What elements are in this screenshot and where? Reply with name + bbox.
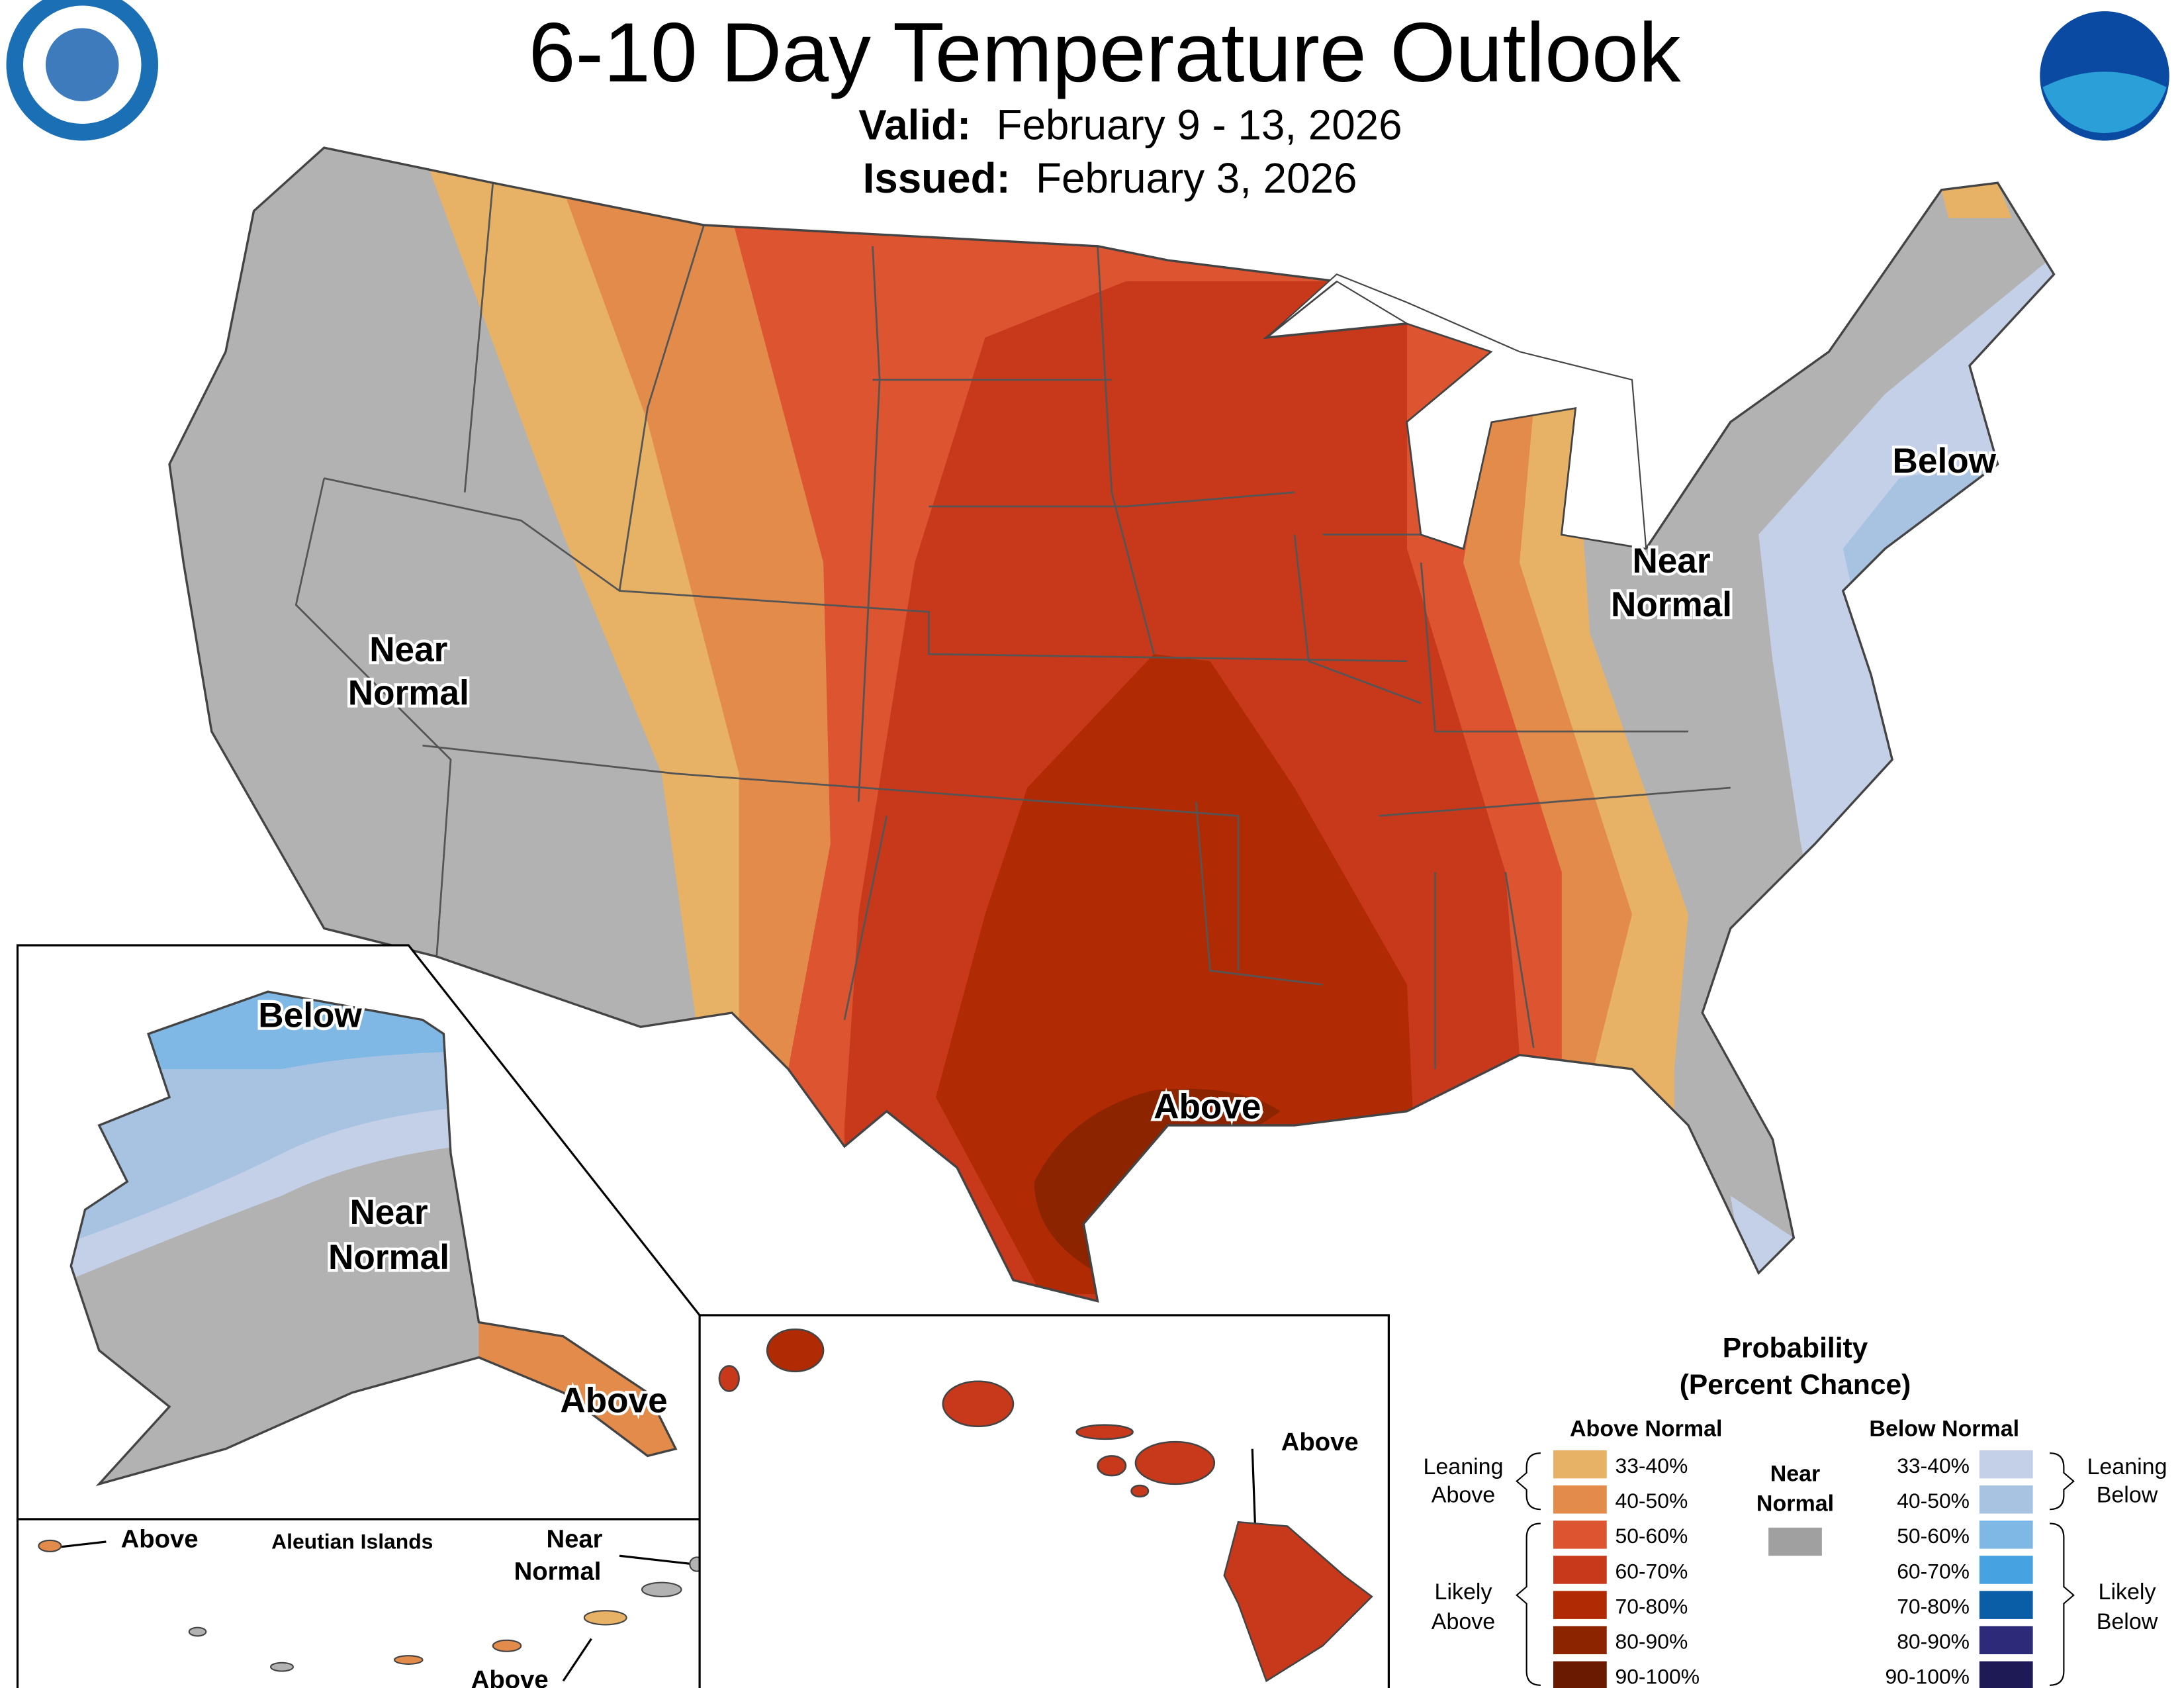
legend-range: 90-100% [1615, 1665, 1700, 1688]
legend-swatch [1979, 1591, 2033, 1619]
legend-swatch [1553, 1626, 1607, 1654]
region-label: Above [1281, 1428, 1359, 1456]
legend-header: Normal [1756, 1491, 1834, 1516]
aleutian-inset [16, 1518, 701, 1688]
state-borders [295, 183, 1731, 1069]
group-label: Leaning [2087, 1454, 2167, 1479]
legend-header: Above Normal [1570, 1417, 1722, 1442]
legend-range: 50-60% [1615, 1524, 1688, 1548]
inset-title: Aleutian Islands [271, 1530, 433, 1554]
legend-swatch [1553, 1661, 1607, 1688]
group-label: Above [1432, 1609, 1495, 1634]
legend: Probability (Percent Chance) Above Norma… [1423, 1333, 2167, 1688]
legend-swatch [1553, 1591, 1607, 1619]
region-label: Above [1154, 1087, 1261, 1126]
legend-header: Near [1770, 1462, 1821, 1487]
legend-braces [1516, 1452, 2075, 1686]
region-label: Above [471, 1665, 549, 1688]
group-label: Likely [2099, 1579, 2156, 1605]
leader-line [1251, 1448, 1257, 1526]
legend-range: 40-50% [1615, 1489, 1688, 1513]
group-label: Likely [1435, 1579, 1492, 1605]
legend-swatch [1979, 1626, 2033, 1654]
region-label: Normal [514, 1557, 602, 1585]
issued-label: Issued: [863, 154, 1011, 202]
legend-range: 80-90% [1615, 1630, 1688, 1654]
legend-range: 33-40% [1897, 1454, 1970, 1477]
legend-swatch [1553, 1485, 1607, 1514]
legend-swatch [1979, 1556, 2033, 1584]
aleutian-islands [38, 1539, 705, 1672]
noaa-logo [2040, 11, 2169, 141]
leader-lines [56, 1540, 694, 1682]
group-label: Below [2097, 1609, 2158, 1634]
region-label: Below [1893, 442, 1997, 481]
group-label: Below [2097, 1483, 2158, 1508]
commerce-logo [6, 0, 158, 141]
region-label: Near [1632, 541, 1710, 581]
region-label: Normal [348, 674, 469, 713]
legend-range: 70-80% [1615, 1594, 1688, 1618]
region-label: Above [560, 1382, 667, 1421]
near-normal-swatch [1768, 1527, 1822, 1556]
legend-title: (Percent Chance) [1680, 1370, 1911, 1401]
issued-date: February 3, 2026 [1036, 154, 1357, 202]
group-label: Leaning [1423, 1454, 1503, 1479]
group-label: Above [1432, 1483, 1495, 1508]
legend-swatch [1979, 1485, 2033, 1514]
legend-range: 33-40% [1615, 1454, 1688, 1477]
legend-range: 70-80% [1897, 1594, 1970, 1618]
title: 6-10 Day Temperature Outlook [529, 6, 1681, 100]
legend-header: Below Normal [1869, 1417, 2019, 1442]
great-lakes [1265, 273, 1647, 550]
legend-range: 90-100% [1885, 1665, 1970, 1688]
legend-swatch [1979, 1450, 2033, 1479]
legend-range: 60-70% [1897, 1559, 1970, 1583]
region-label: Normal [1611, 585, 1732, 624]
region-label: Above [121, 1525, 199, 1554]
region-label: Near [349, 1193, 428, 1232]
region-label: Near [546, 1525, 602, 1554]
legend-range: 80-90% [1897, 1630, 1970, 1654]
hawaii-islands [718, 1328, 1373, 1683]
legend-swatch [1553, 1521, 1607, 1549]
valid-label: Valid: [858, 101, 971, 148]
region-label: Normal [328, 1238, 449, 1277]
legend-range: 60-70% [1615, 1559, 1688, 1583]
legend-swatch [1553, 1556, 1607, 1584]
legend-title: Probability [1723, 1333, 1868, 1364]
legend-swatch [1553, 1450, 1607, 1479]
valid-dates: February 9 - 13, 2026 [997, 101, 1402, 148]
legend-range: 40-50% [1897, 1489, 1970, 1513]
region-label: Near [369, 630, 447, 669]
legend-swatch [1979, 1661, 2033, 1688]
legend-range: 50-60% [1897, 1524, 1970, 1548]
legend-swatch [1979, 1521, 2033, 1549]
region-label: Below [258, 996, 362, 1035]
